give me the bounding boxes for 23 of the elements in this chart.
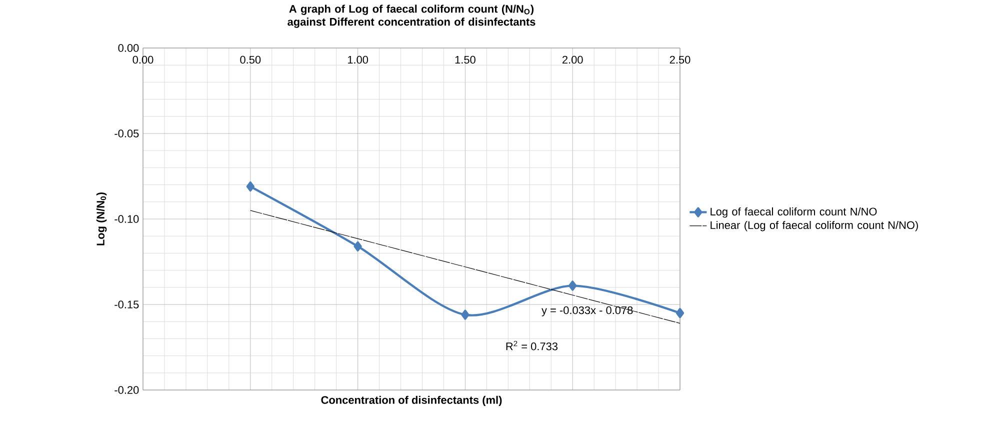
- point: [246, 181, 254, 192]
- y-tick-label: 0.00: [118, 44, 139, 52]
- annotation: R$^{2}$ = 0.733: [506, 340, 558, 350]
- annotation: y = -0.033x - 0.078: [542, 306, 633, 316]
- x-tick-label: 0.00: [132, 56, 154, 64]
- y-tick-label: -0.20: [114, 386, 139, 394]
- x-tick-label: 0.50: [240, 56, 261, 64]
- y-tick-label: -0.15: [114, 300, 139, 308]
- point: [676, 308, 684, 318]
- chart-title: A graph of Log of faecal coliform count (N/N$_{O}$) against Different concentration of disinfectants: [288, 4, 536, 28]
- point: [568, 280, 577, 291]
- legend-label: Log of faecal coliform count N/NO: [710, 207, 877, 218]
- x-tick-label: 1.50: [455, 56, 476, 64]
- x-tick-label: 2.50: [670, 56, 690, 64]
- x-axis-title: Concentration of disinfectants (ml): [321, 396, 502, 406]
- x-tick-label: 2.00: [562, 56, 583, 64]
- point: [354, 241, 362, 252]
- y-axis-title: Log (N/N$_{0}$): [96, 192, 107, 246]
- x-tick-label: 1.00: [348, 56, 368, 64]
- point: [461, 310, 470, 320]
- y-tick-label: -0.10: [114, 215, 139, 223]
- legend-label: Linear (Log of faecal coliform count N/NO): [710, 220, 918, 232]
- y-tick-label: -0.05: [114, 130, 139, 138]
